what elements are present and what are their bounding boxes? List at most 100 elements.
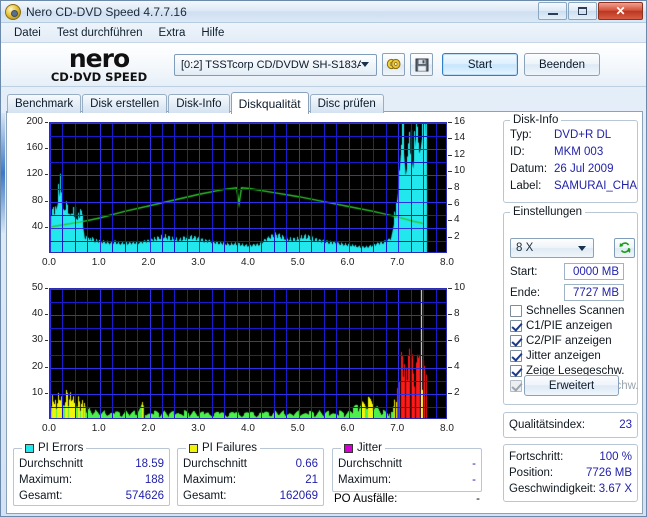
gridline-horizontal [50, 289, 446, 290]
end-mb-label: Ende: [510, 287, 540, 299]
y-axis-tick-label: 40 [31, 308, 43, 320]
progress-value: 100 % [599, 451, 632, 463]
quality-index-value: 23 [619, 419, 632, 431]
gridline-horizontal [50, 394, 446, 395]
disk-info-row-datum: Datum: 26 Jul 2009 [510, 163, 613, 175]
po-failures-row: PO Ausfälle: - [334, 493, 480, 505]
checkbox-c1-pie[interactable]: C1/PIE anzeigen [510, 320, 612, 332]
checkbox-lesegeschw[interactable]: Zeige Lesegeschw. [510, 365, 624, 377]
disc-speed-button[interactable] [382, 53, 405, 76]
speed-select[interactable]: 8 X [510, 238, 594, 258]
gridline-vertical [87, 289, 88, 418]
pi-errors-title: PI Errors [38, 442, 84, 454]
gridline-horizontal [50, 228, 446, 229]
diskquality-panel: 200 160 120 80 40 16 14 12 10 8 6 4 2 0.0 1.0 2.0 3.0 4.0… [6, 111, 643, 514]
tab-diskqualitaet[interactable]: Diskqualität [230, 92, 309, 114]
menu-item-extra[interactable]: Extra [158, 26, 186, 39]
pi-errors-avg-value: 18.59 [135, 458, 164, 470]
drive-select[interactable]: [0:2] TSSTcorp CD/DVDW SH-S183A SB03 [174, 53, 377, 76]
y-axis-tick-label: 160 [26, 142, 43, 154]
tab-benchmark[interactable]: Benchmark [7, 94, 82, 113]
save-button[interactable] [410, 53, 433, 76]
pi-errors-max-row: Maximum: 188 [19, 474, 164, 486]
pi-failures-max-value: 21 [305, 474, 318, 486]
progress-label: Fortschritt: [509, 451, 564, 463]
y-axis-tick [45, 314, 48, 316]
x-axis-tick-label: 5.0 [290, 257, 305, 268]
tab-disc-pruefen[interactable]: Disc prüfen [309, 94, 384, 113]
y2-axis-tick [448, 220, 452, 222]
pi-failures-plot [49, 288, 447, 419]
nero-logo: nero CD·DVD SPEED [34, 46, 164, 84]
tab-disk-erstellen[interactable]: Disk erstellen [82, 94, 168, 113]
tab-bar: Benchmark Disk erstellen Disk-Info Diskq… [7, 91, 646, 114]
pi-errors-swatch [25, 443, 34, 453]
gridline-vertical [311, 123, 312, 252]
start-button[interactable]: Start [442, 53, 518, 76]
pi-failures-canvas [50, 289, 446, 418]
brand-subtitle: CD·DVD SPEED [50, 69, 148, 84]
start-mb-field[interactable]: 0000 MB [564, 263, 624, 280]
pi-errors-total-label: Gesamt: [19, 490, 63, 502]
pi-errors-total-row: Gesamt: 574626 [19, 490, 164, 502]
gridline-vertical [187, 123, 188, 252]
checkbox-label-lesegeschw: Zeige Lesegeschw. [526, 365, 625, 377]
advanced-button[interactable]: Erweitert [524, 375, 619, 396]
gridline-vertical [100, 123, 101, 252]
checkbox-icon-schreibgeschw [510, 380, 522, 392]
menu-bar: Datei Test durchführen Extra Hilfe [1, 23, 646, 43]
gridline-vertical [373, 123, 374, 252]
maximize-button[interactable] [568, 2, 597, 20]
edge-accent-strip [1, 113, 5, 233]
checkbox-jitter[interactable]: Jitter anzeigen [510, 350, 601, 362]
gridline-vertical [274, 123, 275, 252]
menu-item-test-durchfuehren[interactable]: Test durchführen [56, 26, 143, 39]
minimize-button[interactable] [538, 2, 567, 20]
disk-info-key-id: ID: [510, 146, 525, 158]
window-controls: ✕ [538, 2, 643, 20]
close-button[interactable]: ✕ [598, 2, 643, 20]
x-axis-tick-label: 5.0 [290, 423, 305, 434]
gridline-vertical [87, 123, 88, 252]
progress-group: Fortschritt: 100 % Position: 7726 MB Ges… [503, 444, 638, 502]
drive-select-label: [0:2] TSSTcorp CD/DVDW SH-S183A SB03 [181, 58, 361, 71]
gridline-vertical [112, 289, 113, 418]
pi-errors-canvas [50, 123, 446, 252]
pi-errors-legend: PI Errors [22, 442, 87, 454]
checkbox-schnelles-scannen[interactable]: Schnelles Scannen [510, 305, 624, 317]
speed-row: Geschwindigkeit: 3.67 X [509, 483, 632, 495]
end-mb-field[interactable]: 7727 MB [564, 284, 624, 301]
menu-item-hilfe[interactable]: Hilfe [201, 26, 225, 39]
gridline-vertical [423, 289, 424, 418]
quit-button[interactable]: Beenden [524, 53, 600, 76]
tab-disk-info[interactable]: Disk-Info [168, 94, 230, 113]
gridline-vertical [237, 123, 238, 252]
checkbox-c2-pif[interactable]: C2/PIF anzeigen [510, 335, 612, 347]
jitter-avg-row: Durchschnitt - [338, 458, 476, 470]
gridline-vertical [386, 289, 387, 418]
gridline-vertical [361, 289, 362, 418]
menu-item-datei[interactable]: Datei [14, 26, 41, 39]
refresh-button[interactable] [614, 238, 635, 258]
maximize-icon [578, 7, 587, 15]
y2-axis-tick [448, 288, 452, 289]
gridline-vertical [286, 123, 287, 252]
gridline-horizontal [50, 407, 446, 408]
gridline-vertical [224, 123, 225, 252]
y2-axis-tick [448, 122, 452, 123]
y2-axis-tick-label: 8 [454, 181, 460, 193]
y-axis-tick-label: 120 [26, 168, 43, 180]
gridline-vertical [50, 123, 51, 252]
gridline-vertical [162, 289, 163, 418]
y-axis-tick [45, 200, 48, 202]
brand-name: nero [68, 43, 130, 73]
gridline-vertical [398, 123, 399, 252]
gridline-horizontal [50, 355, 446, 356]
start-label-text: Start: [510, 266, 538, 278]
y2-axis-tick-label: 16 [454, 116, 466, 127]
checkbox-label-schnelles-scannen: Schnelles Scannen [526, 305, 625, 317]
y2-axis-tick [448, 366, 452, 368]
pi-failures-title: PI Failures [202, 442, 257, 454]
pi-errors-plot [49, 122, 447, 253]
